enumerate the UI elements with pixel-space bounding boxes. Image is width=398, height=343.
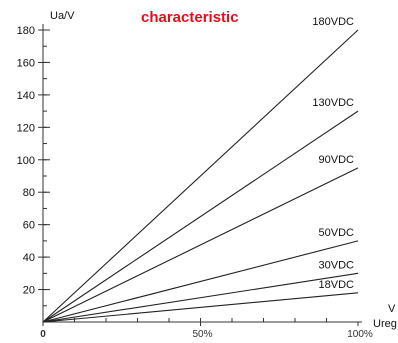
series-label: 30VDC bbox=[319, 259, 355, 271]
chart-title: characteristic bbox=[141, 9, 239, 26]
series-label: 180VDC bbox=[312, 16, 354, 28]
y-tick-label: 80 bbox=[23, 187, 35, 199]
y-tick-label: 140 bbox=[17, 90, 35, 102]
x-axis-unit: V bbox=[388, 303, 396, 315]
y-axis-ticks: 20 40 60 80 100 120 140 160 180 bbox=[17, 25, 50, 307]
series-line bbox=[42, 240, 359, 323]
y-tick-label: 160 bbox=[17, 57, 35, 69]
y-tick-label: 20 bbox=[23, 285, 35, 297]
x-tick-label: 50% bbox=[192, 329, 212, 340]
x-tick-label: 100% bbox=[347, 329, 373, 340]
y-tick-label: 120 bbox=[17, 122, 35, 134]
series-line bbox=[42, 110, 359, 323]
series-label: 18VDC bbox=[319, 279, 355, 291]
y-tick-label: 60 bbox=[23, 220, 35, 232]
y-tick-label: 100 bbox=[17, 155, 35, 167]
series-line bbox=[42, 29, 359, 323]
x-tick-label: 0 bbox=[40, 329, 46, 340]
series-line bbox=[42, 167, 359, 323]
x-axis-ticks: 0 50% 100% bbox=[40, 318, 373, 340]
series-label: 90VDC bbox=[319, 154, 355, 166]
y-tick-label: 180 bbox=[17, 25, 35, 37]
series-label: 130VDC bbox=[312, 97, 354, 109]
x-axis-label: Ureg bbox=[373, 318, 397, 330]
series-line bbox=[42, 272, 359, 323]
series-lines: 180VDC 130VDC 90VDC 50VDC 30VDC 18VDC bbox=[42, 16, 359, 323]
series-line bbox=[42, 292, 359, 323]
series-label: 50VDC bbox=[319, 227, 355, 239]
y-tick-label: 40 bbox=[23, 252, 35, 264]
y-axis-label: Ua/V bbox=[50, 10, 75, 22]
